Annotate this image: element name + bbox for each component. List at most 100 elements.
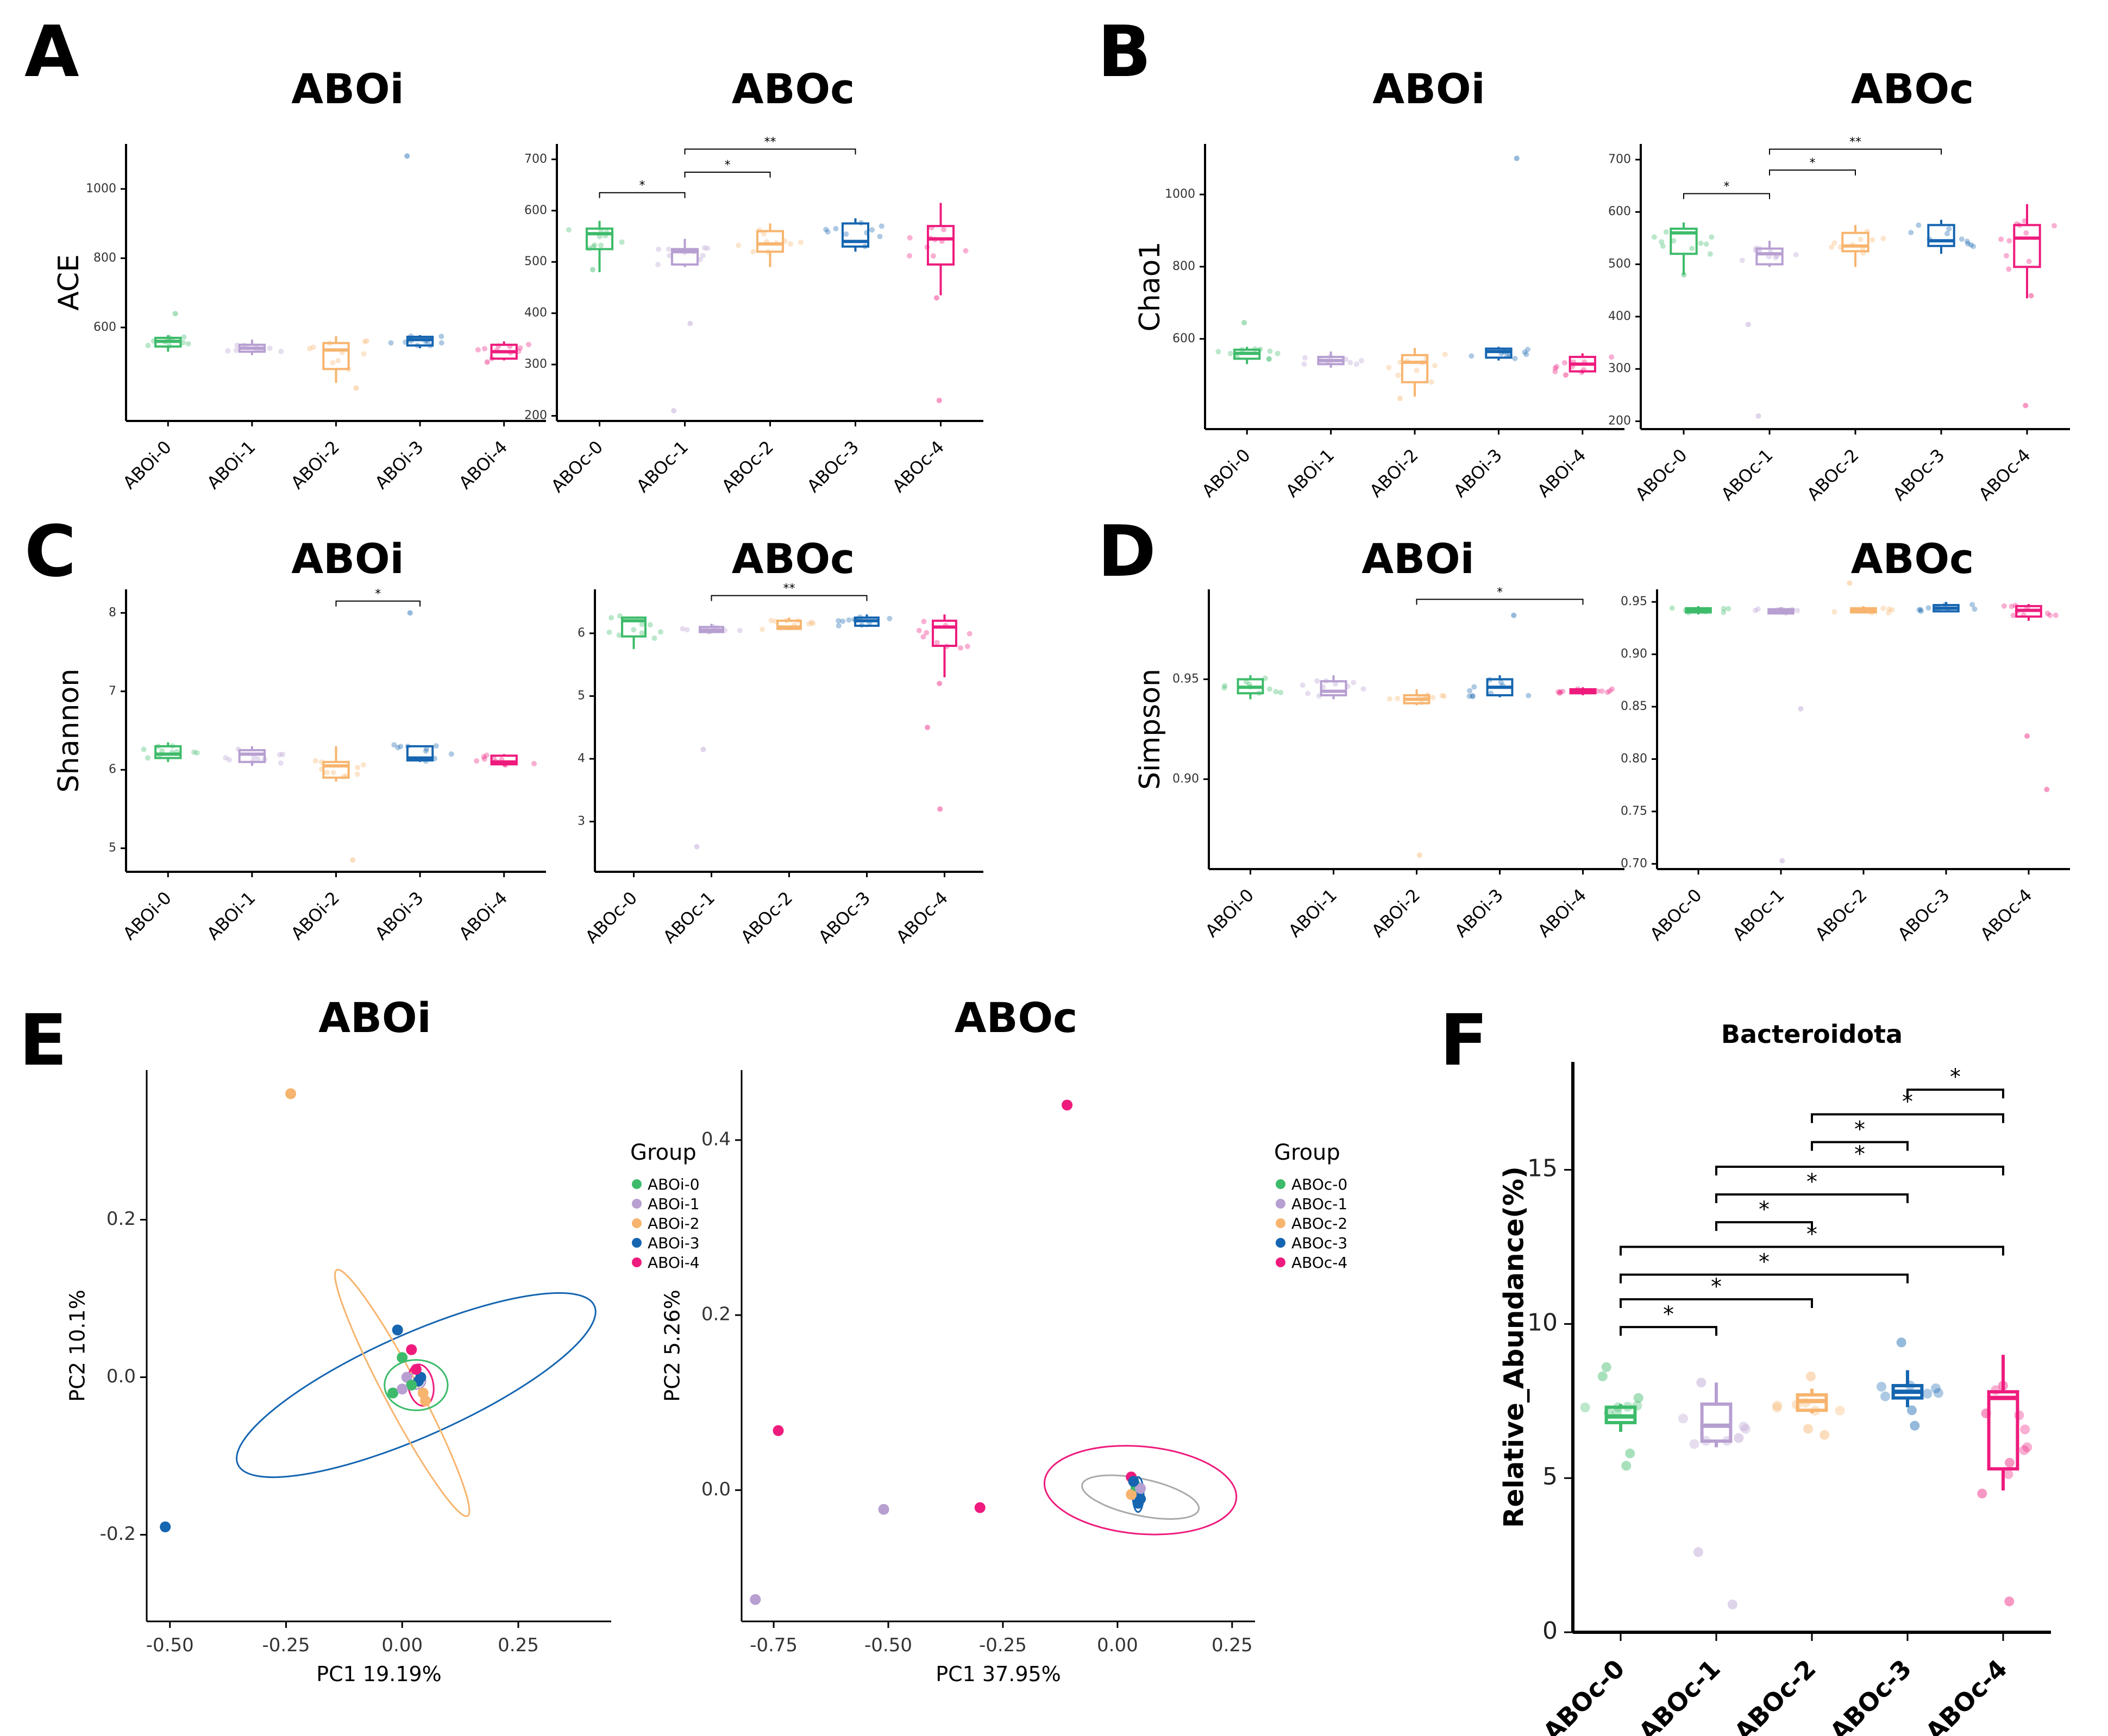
jitter-point (606, 629, 612, 635)
jitter-point (1998, 236, 2004, 242)
legend-label: ABOc-3 (1291, 1234, 1347, 1252)
legend-label: ABOi-4 (648, 1254, 700, 1272)
legend-title: Group (1274, 1140, 1340, 1165)
jitter-point (1314, 678, 1320, 684)
box-ABOc-4 (926, 225, 955, 266)
jitter-point (475, 347, 481, 353)
jitter-point (1772, 1402, 1782, 1413)
boxplot-C1: ABOi Shannon 5 6 7 8 ABOi-0 ABOi-1 ABOi-2 ABOi-3 A… (53, 534, 546, 944)
box-ABOi-1 (1320, 680, 1347, 696)
outlier-point (1745, 322, 1751, 328)
y-tick-label: 0.0 (106, 1366, 136, 1387)
jitter-point (424, 746, 430, 752)
x-tick-label: ABOc-1 (632, 437, 692, 496)
outlier-point (404, 153, 410, 159)
significance-label: * (1810, 156, 1816, 170)
legend-swatch (632, 1199, 642, 1209)
jitter-point (759, 626, 765, 632)
y-tick-label: 600 (524, 204, 547, 217)
jitter-point (877, 234, 883, 240)
jitter-point (194, 750, 200, 756)
jitter-point (1869, 237, 1875, 243)
jitter-point (967, 631, 973, 637)
jitter-point (1557, 689, 1563, 695)
y-tick-label: 1000 (86, 182, 116, 196)
jitter-point (1470, 693, 1476, 699)
y-tick-label: 0.95 (1621, 595, 1647, 608)
x-tick-label: -0.25 (979, 1634, 1027, 1656)
outlier-point (589, 267, 595, 273)
jitter-point (737, 627, 743, 633)
x-tick-label: ABOc-3 (803, 437, 863, 496)
outlier-point (1820, 1430, 1830, 1440)
jitter-point (1829, 244, 1835, 250)
outlier-point (1803, 1424, 1814, 1434)
significance-bracket (1620, 1326, 1717, 1336)
boxplot-F: Bacteroidota Relative_Abundance(%) 0 5 10 15 A… (1498, 1020, 2051, 1736)
jitter-point (1773, 254, 1779, 260)
jitter-point (810, 620, 816, 626)
y-tick-label: 500 (524, 255, 547, 268)
x-tick-label: ABOc-0 (1631, 445, 1691, 505)
jitter-point (1931, 1383, 1941, 1393)
jitter-point (1441, 693, 1447, 699)
y-tick-label: 0 (1542, 1617, 1558, 1645)
outlier-point (694, 844, 700, 850)
jitter-point (1886, 606, 1892, 612)
jitter-point (1351, 680, 1357, 685)
pca-point (878, 1504, 889, 1515)
significance-label: ** (1849, 136, 1861, 149)
box-ABOi-1 (238, 749, 266, 763)
x-tick-label: ABOc-0 (547, 437, 607, 496)
panel-letter-B: B (1097, 10, 1151, 93)
jitter-point (1964, 238, 1970, 244)
jitter-point (639, 630, 645, 636)
x-axis-label: PC1 19.19% (316, 1662, 442, 1686)
legend-label: ABOi-2 (648, 1215, 700, 1232)
pca-E1: ABOi PC1 19.19% PC2 10.1% -0.50 -0.25 0.00 0.2… (66, 993, 611, 1686)
outlier-point (172, 311, 178, 317)
jitter-point (566, 227, 572, 233)
pca-point (1062, 1099, 1073, 1111)
jitter-point (1659, 239, 1665, 245)
x-tick-label: ABOi-3 (371, 888, 428, 944)
jitter-point (1651, 234, 1657, 240)
box-ABOi-2 (322, 760, 350, 779)
jitter-point (1275, 350, 1281, 356)
jitter-point (750, 249, 756, 255)
jitter-point (930, 253, 936, 259)
y-axis-label: Chao1 (1134, 241, 1166, 331)
y-tick-label: 800 (1172, 260, 1195, 273)
significance-label: * (1854, 1142, 1865, 1167)
y-tick-label: 800 (93, 251, 116, 265)
jitter-point (836, 618, 842, 624)
jitter-point (306, 345, 312, 351)
significance-bracket (1906, 1089, 2004, 1099)
confidence-ellipse (1081, 1474, 1200, 1520)
jitter-point (1933, 1388, 1943, 1398)
x-tick-label: ABOi-2 (287, 437, 343, 493)
legend-swatch (632, 1218, 642, 1228)
jitter-point (312, 758, 318, 764)
x-axis-label: PC1 37.95% (936, 1662, 1061, 1686)
outlier-point (1779, 858, 1785, 864)
jitter-point (768, 618, 774, 624)
x-tick-label: -0.50 (864, 1634, 912, 1656)
jitter-point (1557, 690, 1563, 696)
x-tick-label: ABOi-3 (371, 437, 428, 493)
x-tick-label: ABOi-0 (1198, 445, 1254, 501)
y-tick-label: 500 (1608, 257, 1631, 271)
jitter-point (1916, 222, 1922, 228)
outlier-point (671, 408, 677, 414)
significance-label: ** (783, 582, 795, 596)
jitter-point (1278, 689, 1284, 695)
y-tick-label: 0.75 (1621, 804, 1647, 818)
confidence-ellipse (236, 1292, 597, 1479)
jitter-point (1227, 350, 1233, 356)
significance-label: * (375, 588, 381, 601)
x-tick-label: ABOc-3 (814, 888, 874, 947)
legend-abo_c: Group ABOc-0 ABOc-1 ABOc-2 ABOc-3 ABOc-4 (1274, 1140, 1347, 1272)
jitter-point (438, 340, 444, 346)
legend-swatch (1276, 1257, 1285, 1267)
x-tick-label: ABOc-4 (1976, 885, 2036, 945)
